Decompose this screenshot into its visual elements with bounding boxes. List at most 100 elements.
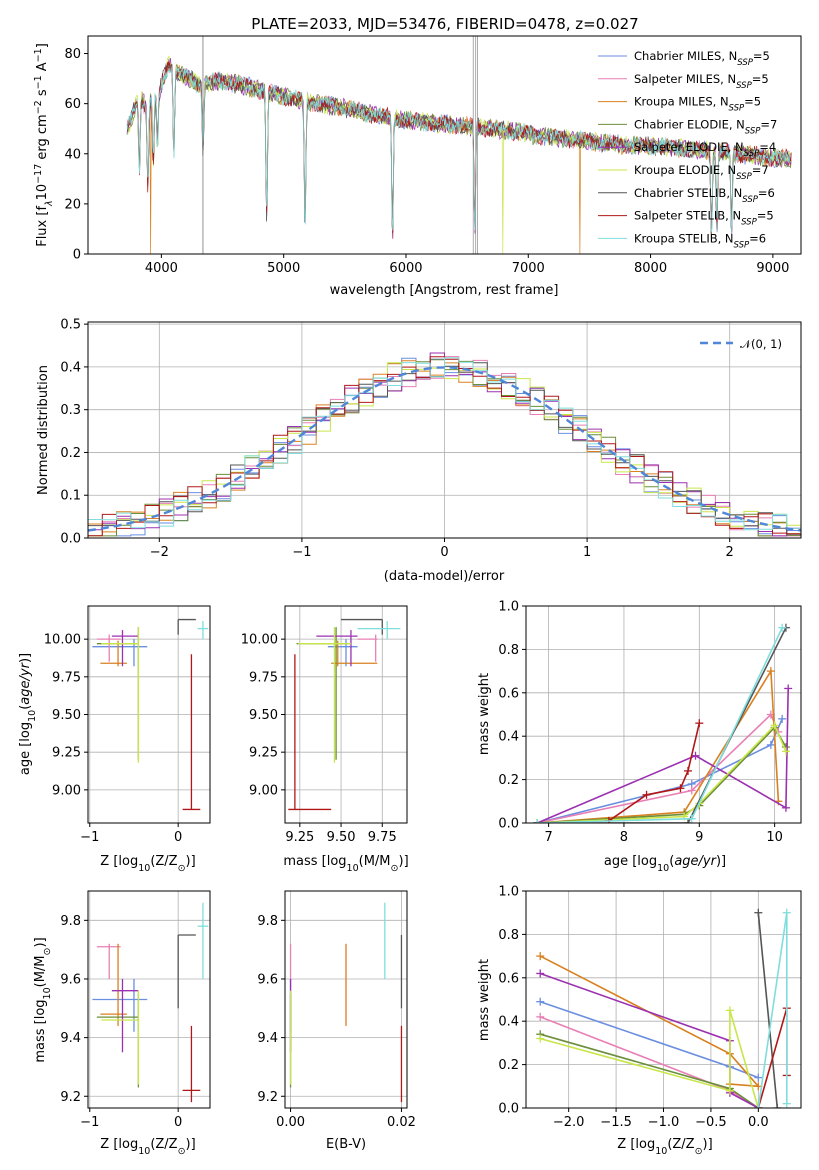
axes-frame xyxy=(87,35,802,255)
x-axis-label: Z [log10(Z/Z⊙)] xyxy=(100,1137,195,1157)
label-part: Z [log xyxy=(100,854,138,869)
y-tick-label: 9.6 xyxy=(257,972,278,987)
legend-label: Salpeter STELIB, NSSP=5 xyxy=(634,209,774,228)
legend-sub: SSP xyxy=(736,81,752,91)
label-part: )] xyxy=(186,854,196,869)
x-axis-label: (data-model)/error xyxy=(384,569,505,584)
errorbar-salpeter-elodie xyxy=(111,630,139,667)
plot-area xyxy=(536,908,791,1108)
y-tick-label: 10.00 xyxy=(44,633,81,648)
legend-text: Chabrier ELODIE, N xyxy=(634,117,745,131)
label-part: −17 xyxy=(33,164,44,184)
y-tick-label: 0.0 xyxy=(498,1102,519,1117)
label-part: ⊙ xyxy=(42,948,53,956)
figure-title: PLATE=2033, MJD=53476, FIBERID=0478, z=0… xyxy=(251,15,638,33)
errorbar-chabrier-stelib xyxy=(177,618,196,635)
label-part: erg cm xyxy=(35,114,50,163)
label-part: age [log xyxy=(604,854,657,869)
weight-line-chabrier-elodie xyxy=(537,726,787,823)
axes-frame xyxy=(525,605,802,824)
weight-line-kroupa-miles xyxy=(537,668,780,823)
weight-line-salpeter-stelib xyxy=(757,1007,788,1108)
axes-frame xyxy=(284,890,408,1109)
x-axis-label: Z [log10(Z/Z⊙)] xyxy=(100,854,195,874)
y-tick-label: 0.8 xyxy=(498,643,519,658)
spectrum-line-kroupa-stelib xyxy=(126,66,792,233)
label-part: −2 xyxy=(33,100,44,114)
y-axis-label: mass [log10(M/M⊙)] xyxy=(33,937,53,1062)
legend-count: =7 xyxy=(760,117,777,131)
x-tick-label: 0 xyxy=(440,545,448,560)
y-tick-label: 9.8 xyxy=(257,914,278,929)
y-tick-label: 0.6 xyxy=(498,686,519,701)
x-tick-label: 0.02 xyxy=(387,1115,416,1130)
label-part: (Z/Z xyxy=(150,854,177,869)
label-part: age/yr xyxy=(18,661,33,704)
weight-line-salpeter-miles xyxy=(539,1016,759,1108)
y-tick-label: 0.2 xyxy=(498,1058,519,1073)
gridlines xyxy=(285,606,407,823)
y-tick-label: 0.6 xyxy=(498,971,519,986)
axes-frame xyxy=(87,890,211,1109)
legend-text: Kroupa MILES, N xyxy=(634,95,729,109)
plot-area xyxy=(533,623,793,823)
label-part: s xyxy=(35,89,50,100)
weight-line-kroupa-elodie xyxy=(537,723,787,823)
legend-text: Salpeter MILES, N xyxy=(634,72,736,86)
weight-line-kroupa-stelib xyxy=(537,627,783,823)
legend-label: Chabrier STELIB, NSSP=6 xyxy=(634,186,775,205)
plot-area xyxy=(92,618,209,811)
age-vs-mass-panel: 9.25 9.50 9.75 9.00 9.25 9.50 9.75 10.00 mass [l… xyxy=(241,605,409,874)
legend-count: =5 xyxy=(744,95,761,109)
label-part: )] xyxy=(399,854,409,869)
x-axis-label: mass [log10(M/M⊙)] xyxy=(283,854,408,874)
legend-count: =4 xyxy=(759,140,776,154)
label-part: (Z/Z xyxy=(150,1137,177,1152)
y-tick-label: 0.0 xyxy=(60,532,81,547)
legend-label: Kroupa MILES, NSSP=5 xyxy=(634,95,761,114)
spectrum-line-kroupa-elodie xyxy=(126,55,792,254)
legend-label: Salpeter ELODIE, NSSP=4 xyxy=(634,140,776,159)
legend-count: =5 xyxy=(753,49,770,63)
errorbar-kroupa-elodie xyxy=(101,990,140,1085)
x-tick-label: 4000 xyxy=(145,261,178,276)
y-tick-label: 9.25 xyxy=(249,746,278,761)
errorbar-kroupa-miles xyxy=(331,640,378,667)
spectrum-line-kroupa-miles xyxy=(126,62,792,254)
label-part: A xyxy=(35,62,50,75)
label-part: ⊙ xyxy=(391,863,399,874)
label-part: −1 xyxy=(33,75,44,89)
x-tick-label: −0.5 xyxy=(695,1115,727,1130)
label-part: ( xyxy=(669,854,674,869)
x-tick-label: 1 xyxy=(583,545,591,560)
label-part: (M/M xyxy=(33,955,48,987)
legend-label: Kroupa ELODIE, NSSP=7 xyxy=(634,163,769,182)
mass-vs-ebv-panel: 0.00 0.02 9.2 9.4 9.6 9.8 E(B-V) xyxy=(257,890,416,1152)
gridlines xyxy=(88,606,210,823)
x-tick-label: −1 xyxy=(292,545,311,560)
weight-line-chabrier-stelib xyxy=(537,627,787,823)
weight-line-kroupa-miles xyxy=(539,955,761,1088)
legend-text: Kroupa ELODIE, N xyxy=(634,163,736,177)
errorbar-salpeter-miles xyxy=(96,943,121,979)
y-tick-label: 0.2 xyxy=(60,446,81,461)
x-tick-label: −2.0 xyxy=(553,1115,585,1130)
x-tick-label: 10 xyxy=(766,830,783,845)
errorbar-chabrier-stelib xyxy=(341,618,383,635)
x-tick-label: 7000 xyxy=(512,261,545,276)
label-part: 10 xyxy=(27,710,38,722)
y-tick-label: 9.4 xyxy=(257,1031,278,1046)
plot-area xyxy=(126,36,792,254)
x-tick-label: 9.25 xyxy=(285,830,314,845)
x-axis-label: wavelength [Angstrom, rest frame] xyxy=(330,283,559,298)
y-tick-label: 40 xyxy=(64,147,81,162)
y-tick-label: 0.0 xyxy=(498,817,519,832)
plot-area xyxy=(88,352,801,537)
x-tick-label: −1 xyxy=(80,1115,99,1130)
mass-vs-metallicity-panel: −1 09.29.49.69.8Z [log10(Z/Z⊙)]mass [log1… xyxy=(33,890,211,1157)
label-part: age [log xyxy=(18,722,33,775)
label-part: )] xyxy=(18,653,33,663)
x-tick-label: −1.5 xyxy=(600,1115,632,1130)
weight-vs-metallicity-panel: −2.0 −1.5 −1.0 −0.5 0.0 0.0 0.2 0.4 0.6 0.8 1.0 Z [… xyxy=(477,885,802,1157)
